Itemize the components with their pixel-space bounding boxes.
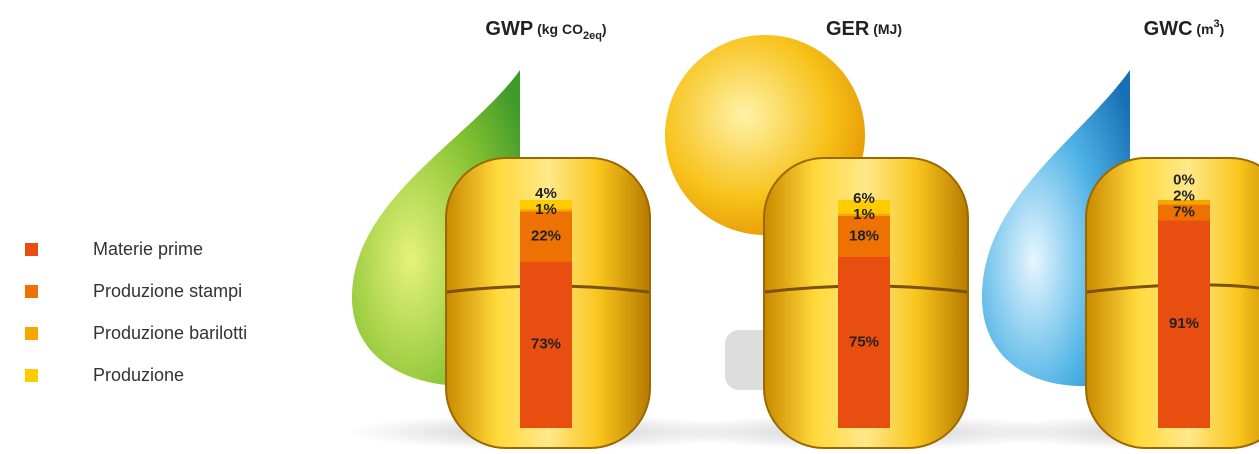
bar-segment (1158, 200, 1210, 205)
bar-segment (1158, 204, 1210, 221)
title-unit: (MJ) (873, 21, 902, 37)
value-label: 1% (853, 206, 875, 223)
value-label: 4% (535, 185, 557, 202)
legend-label: Materie prime (93, 239, 203, 259)
legend-label: Produzione barilotti (93, 323, 247, 343)
bar-segment (838, 257, 890, 428)
value-label: 75% (849, 333, 879, 350)
bar-segment (520, 261, 572, 428)
title-unit: ) (1220, 21, 1225, 37)
bar-segment (520, 209, 572, 212)
title-unit: 3 (1214, 18, 1220, 30)
decoration (347, 35, 1259, 450)
title-unit: ) (602, 21, 607, 37)
bar-segment (520, 211, 572, 262)
legend-swatch (25, 369, 38, 382)
value-label: 2% (1173, 188, 1195, 205)
value-label: 73% (531, 336, 561, 353)
value-label: 22% (531, 227, 561, 244)
value-label: 18% (849, 227, 879, 244)
value-label: 1% (535, 201, 557, 218)
legend-swatch (25, 327, 38, 340)
legend-label: Produzione stampi (93, 281, 242, 301)
bar-segment (1158, 220, 1210, 428)
value-label: 6% (853, 190, 875, 207)
column-title: GWC (m3) (1144, 18, 1225, 40)
column-title: GER (MJ) (826, 18, 902, 40)
bar-segment (838, 200, 890, 214)
legend-swatch (25, 243, 38, 256)
legend-label: Produzione (93, 365, 184, 385)
value-label: 91% (1169, 315, 1199, 332)
title-unit: 2eq (583, 30, 602, 42)
bar-segment (838, 215, 890, 257)
column-title: GWP (kg CO2eq) (485, 18, 606, 42)
value-label: 7% (1173, 204, 1195, 221)
title-name: GWC (1144, 18, 1193, 40)
legend-swatch (25, 285, 38, 298)
bar-segment (838, 213, 890, 216)
bar-segment (520, 200, 572, 210)
value-label: 0% (1173, 172, 1195, 189)
title-name: GWP (485, 18, 533, 40)
title-unit: (m (1196, 21, 1213, 37)
title-unit: (kg CO (537, 21, 583, 37)
title-name: GER (826, 18, 870, 40)
